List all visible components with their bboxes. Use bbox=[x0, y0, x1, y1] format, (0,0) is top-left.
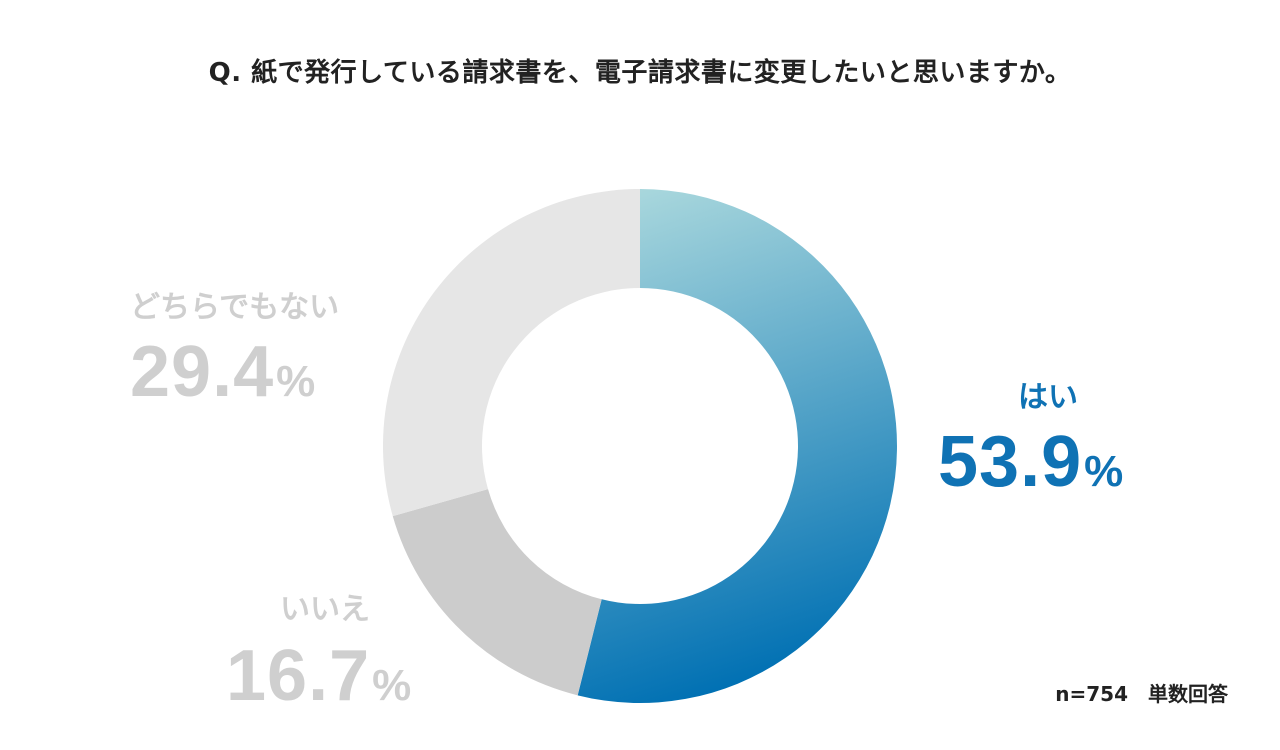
slice-name-no: いいえ bbox=[280, 592, 370, 627]
slice-name-neither: どちらでもない bbox=[130, 290, 340, 325]
donut-chart bbox=[383, 189, 897, 703]
slice-label-no: いいえ 16.7% bbox=[226, 584, 412, 712]
chart-title: Q. 紙で発行している請求書を、電子請求書に変更したいと思いますか。 bbox=[208, 58, 1072, 88]
slice-percent-no: 16.7% bbox=[226, 636, 413, 716]
slice-percent-yes: 53.9% bbox=[938, 422, 1125, 502]
slice-yes bbox=[577, 189, 897, 703]
slice-label-neither: どちらでもない 29.4% bbox=[130, 282, 339, 408]
slice-percent-neither: 29.4% bbox=[130, 332, 317, 412]
slice-name-yes: はい bbox=[1018, 380, 1078, 415]
slice-label-yes: はい 53.9% bbox=[938, 372, 1124, 498]
slice-neither bbox=[383, 189, 640, 517]
slice-no bbox=[392, 489, 602, 696]
sample-note: n=754 単数回答 bbox=[1055, 682, 1228, 706]
